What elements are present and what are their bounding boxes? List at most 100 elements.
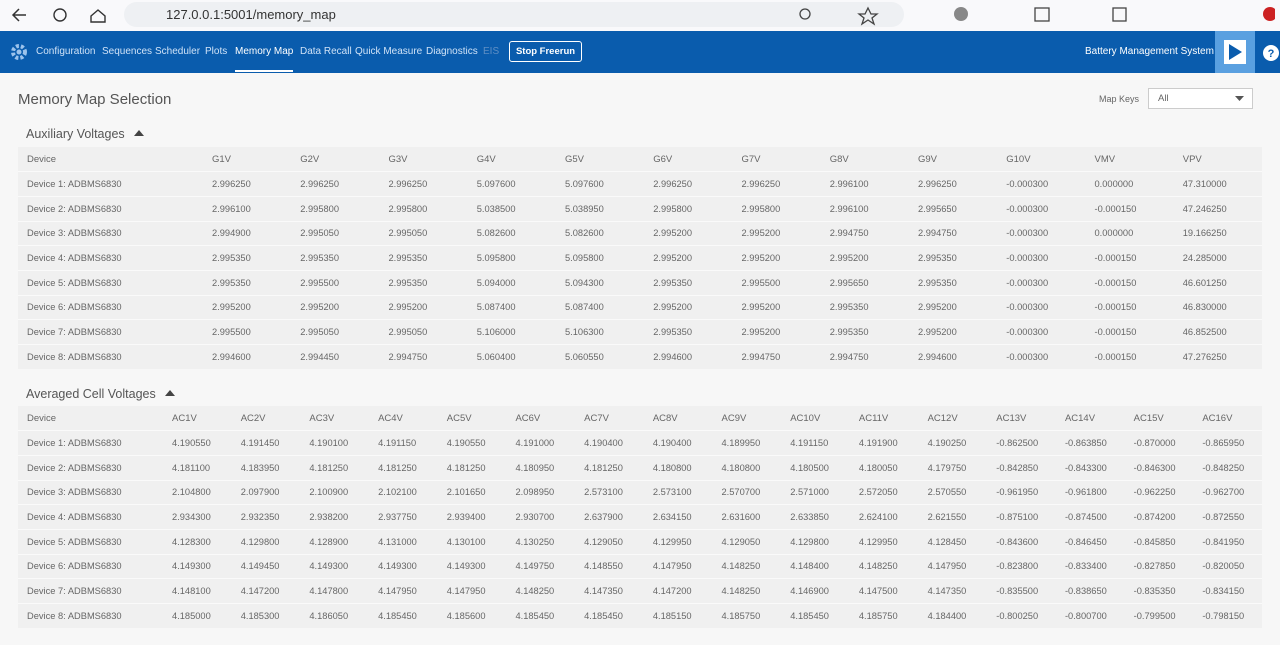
- nav-item[interactable]: Plots: [205, 46, 228, 57]
- value-cell: 2.101650: [437, 479, 507, 505]
- value-cell: 2.995200: [909, 294, 998, 320]
- value-cell: 2.995350: [203, 269, 292, 296]
- value-cell: -0.000300: [997, 319, 1086, 345]
- device-cell: Device 7: ADBMS6830: [18, 578, 163, 604]
- value-cell: 2.621550: [918, 504, 988, 530]
- table-row: Device 2: ADBMS6830 2.996100 2.995800 2.995…: [18, 195, 1262, 222]
- value-cell: 2.938200: [300, 504, 370, 530]
- value-cell: -0.872550: [1193, 504, 1262, 530]
- value-cell: 4.129050: [712, 528, 782, 555]
- value-cell: -0.000300: [997, 294, 1086, 320]
- value-cell: -0.833400: [1055, 553, 1125, 579]
- value-cell: 2.995350: [379, 269, 468, 296]
- value-cell: 2.994600: [203, 344, 292, 370]
- nav-item[interactable]: EIS: [483, 46, 500, 57]
- nav-item[interactable]: Data Recall: [300, 46, 352, 57]
- value-cell: 4.129950: [849, 528, 919, 555]
- column-header: AC13V: [996, 412, 1027, 424]
- value-cell: 2.995350: [909, 269, 998, 296]
- value-cell: 2.995350: [644, 319, 733, 345]
- value-cell: 4.129950: [643, 528, 713, 555]
- value-cell: 2.098950: [506, 479, 576, 505]
- device-cell: Device 6: ADBMS6830: [18, 294, 203, 320]
- value-cell: 4.190100: [300, 430, 370, 456]
- value-cell: -0.962700: [1193, 479, 1262, 505]
- value-cell: 2.994600: [909, 344, 998, 370]
- value-cell: 2.995200: [291, 294, 380, 320]
- table-row: Device 7: ADBMS6830 2.995500 2.995050 2.995…: [18, 319, 1262, 345]
- value-cell: -0.000300: [997, 344, 1086, 370]
- value-cell: 4.189950: [712, 430, 782, 456]
- value-cell: -0.000150: [1085, 269, 1174, 296]
- value-cell: 5.095800: [556, 245, 645, 271]
- column-header: Device: [27, 412, 57, 424]
- table-row: Device 2: ADBMS6830 4.181100 4.183950 4.181…: [18, 454, 1262, 481]
- value-cell: -0.848250: [1193, 454, 1262, 481]
- value-cell: 4.191150: [369, 430, 438, 456]
- value-cell: -0.000300: [997, 195, 1086, 222]
- value-cell: 2.995200: [732, 294, 821, 320]
- value-cell: 4.149300: [163, 553, 232, 579]
- value-cell: 19.166250: [1173, 220, 1262, 246]
- value-cell: 4.185750: [849, 603, 919, 629]
- value-cell: 4.191000: [506, 430, 576, 456]
- nav-item[interactable]: Configuration: [36, 46, 96, 57]
- section-title: Auxiliary Voltages: [26, 127, 144, 141]
- map-keys-select[interactable]: All: [1148, 88, 1253, 109]
- value-cell: 2.995800: [732, 195, 821, 222]
- table-row: Device 8: ADBMS6830 2.994600 2.994450 2.994…: [18, 344, 1262, 370]
- value-cell: -0.823800: [987, 553, 1056, 579]
- table-row: Device 5: ADBMS6830 2.995350 2.995500 2.995…: [18, 269, 1262, 296]
- value-cell: 2.994750: [379, 344, 468, 370]
- help-icon[interactable]: ?: [1262, 44, 1280, 62]
- value-cell: 4.149300: [437, 553, 507, 579]
- address-bar[interactable]: 127.0.0.1:5001/memory_map: [124, 2, 904, 27]
- value-cell: 4.147200: [643, 578, 713, 604]
- nav-item[interactable]: Sequences: [102, 46, 153, 57]
- value-cell: 47.276250: [1173, 344, 1262, 370]
- nav-item[interactable]: Diagnostics: [426, 46, 478, 57]
- value-cell: 4.191450: [231, 430, 301, 456]
- value-cell: 2.995200: [644, 294, 733, 320]
- value-cell: 2.996100: [203, 195, 292, 222]
- value-cell: 4.129800: [231, 528, 301, 555]
- value-cell: 4.185450: [506, 603, 576, 629]
- value-cell: 4.191900: [849, 430, 919, 456]
- device-cell: Device 4: ADBMS6830: [18, 504, 163, 530]
- value-cell: 0.000000: [1085, 171, 1174, 197]
- device-cell: Device 2: ADBMS6830: [18, 195, 203, 222]
- column-header: AC4V: [378, 412, 403, 424]
- value-cell: 5.087400: [556, 294, 645, 320]
- nav-item[interactable]: Quick Measure: [355, 46, 423, 57]
- value-cell: 2.995350: [909, 245, 998, 271]
- table-row: Device 1: ADBMS6830 2.996250 2.996250 2.996…: [18, 171, 1262, 197]
- value-cell: 2.624100: [849, 504, 919, 530]
- collapse-toggle[interactable]: [133, 130, 144, 136]
- nav-item[interactable]: Memory Map: [235, 46, 294, 72]
- header-row: Device G1V G2V G3V G4V G5V G6V G7V G8V G9V G10V VMV…: [18, 147, 1262, 172]
- value-cell: 4.147950: [369, 578, 438, 604]
- collapse-toggle[interactable]: [164, 390, 175, 396]
- value-cell: -0.827850: [1124, 553, 1194, 579]
- value-cell: 2.634150: [643, 504, 713, 530]
- value-cell: -0.835350: [1124, 578, 1194, 604]
- value-cell: -0.961800: [1055, 479, 1125, 505]
- value-cell: -0.865950: [1193, 430, 1262, 456]
- column-header: G7V: [741, 153, 761, 165]
- value-cell: 4.180050: [849, 454, 919, 481]
- value-cell: -0.874200: [1124, 504, 1194, 530]
- value-cell: 2.995200: [644, 245, 733, 271]
- value-cell: 4.147350: [918, 578, 988, 604]
- nav-item[interactable]: Scheduler: [155, 46, 201, 57]
- value-cell: -0.000150: [1085, 294, 1174, 320]
- browser-controls[interactable]: [0, 1, 120, 31]
- settings-icon[interactable]: [10, 43, 28, 61]
- stop-freerun-button[interactable]: Stop Freerun: [509, 41, 582, 62]
- column-header: AC15V: [1133, 412, 1164, 424]
- value-cell: -0.000300: [997, 220, 1086, 246]
- value-cell: 5.060550: [556, 344, 645, 370]
- value-cell: -0.000150: [1085, 344, 1174, 370]
- value-cell: 4.147200: [231, 578, 301, 604]
- value-cell: 2.996100: [820, 171, 909, 197]
